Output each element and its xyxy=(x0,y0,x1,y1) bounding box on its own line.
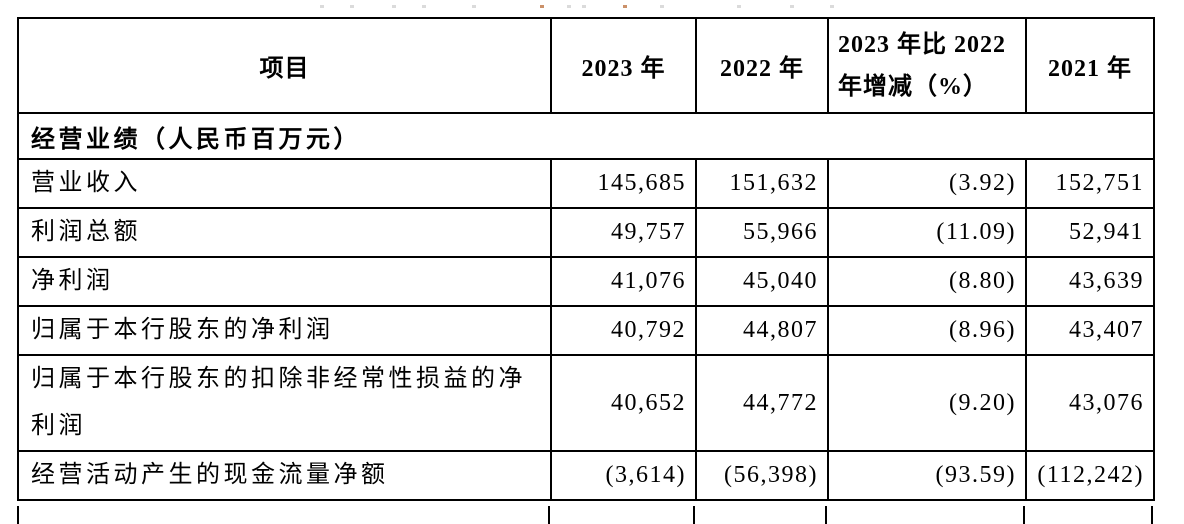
value-2023: (3,614) xyxy=(550,450,697,501)
artifact-speck xyxy=(567,5,571,8)
table-border-cutoff xyxy=(17,506,19,524)
value-2022: (56,398) xyxy=(695,450,829,501)
value-2021: (112,242) xyxy=(1025,450,1155,501)
artifact-speck xyxy=(623,5,627,8)
value-2022: 45,040 xyxy=(695,256,829,307)
artifact-speck xyxy=(540,5,544,8)
value-2023: 40,652 xyxy=(550,354,697,452)
column-header-2023: 2023 年 xyxy=(550,17,697,114)
value-2021: 43,407 xyxy=(1025,305,1155,356)
table-row: 归属于本行股东的净利润 40,792 44,807 (8.96) 43,407 xyxy=(17,305,1155,356)
table-border-cutoff xyxy=(1023,506,1025,524)
column-header-change-line1: 2023 年比 2022 xyxy=(838,31,1006,58)
artifact-speck xyxy=(472,5,476,8)
artifact-speck xyxy=(830,5,834,8)
row-label: 利润总额 xyxy=(17,207,552,258)
artifact-speck xyxy=(320,5,324,8)
value-2023: 41,076 xyxy=(550,256,697,307)
row-label: 净利润 xyxy=(17,256,552,307)
value-change: (8.96) xyxy=(827,305,1027,356)
value-2021: 52,941 xyxy=(1025,207,1155,258)
value-2021: 43,076 xyxy=(1025,354,1155,452)
value-2023: 40,792 xyxy=(550,305,697,356)
section-row: 经营业绩（人民币百万元） xyxy=(17,112,1155,160)
value-change: (3.92) xyxy=(827,158,1027,209)
value-change: (11.09) xyxy=(827,207,1027,258)
value-change: (93.59) xyxy=(827,450,1027,501)
table-border-cutoff xyxy=(548,506,550,524)
financial-summary-table: 项目 2023 年 2022 年 2023 年比 2022 年增减（%） 202… xyxy=(17,17,1155,501)
artifact-speck xyxy=(737,5,741,8)
table-row: 归属于本行股东的扣除非经常性损益的净利润 40,652 44,772 (9.20… xyxy=(17,354,1155,452)
value-change: (9.20) xyxy=(827,354,1027,452)
column-header-2022: 2022 年 xyxy=(695,17,829,114)
artifact-speck xyxy=(790,5,794,8)
row-label: 经营活动产生的现金流量净额 xyxy=(17,450,552,501)
artifact-speck xyxy=(660,5,664,8)
column-header-2021: 2021 年 xyxy=(1025,17,1155,114)
table-border-cutoff xyxy=(825,506,827,524)
column-header-change: 2023 年比 2022 年增减（%） xyxy=(827,17,1027,114)
value-2022: 44,807 xyxy=(695,305,829,356)
artifact-speck xyxy=(422,5,426,8)
table-row: 营业收入 145,685 151,632 (3.92) 152,751 xyxy=(17,158,1155,209)
row-label: 归属于本行股东的净利润 xyxy=(17,305,552,356)
row-label: 营业收入 xyxy=(17,158,552,209)
artifact-speck xyxy=(350,5,354,8)
table-row: 经营活动产生的现金流量净额 (3,614) (56,398) (93.59) (… xyxy=(17,450,1155,501)
value-change: (8.80) xyxy=(827,256,1027,307)
column-header-item: 项目 xyxy=(17,17,552,114)
value-2022: 55,966 xyxy=(695,207,829,258)
value-2022: 151,632 xyxy=(695,158,829,209)
value-2023: 49,757 xyxy=(550,207,697,258)
value-2022: 44,772 xyxy=(695,354,829,452)
table-row: 净利润 41,076 45,040 (8.80) 43,639 xyxy=(17,256,1155,307)
header-row: 项目 2023 年 2022 年 2023 年比 2022 年增减（%） 202… xyxy=(17,17,1155,114)
section-header: 经营业绩（人民币百万元） xyxy=(17,112,1155,160)
value-2023: 145,685 xyxy=(550,158,697,209)
column-header-change-line2: 年增减（%） xyxy=(838,73,988,100)
value-2021: 152,751 xyxy=(1025,158,1155,209)
table-row: 利润总额 49,757 55,966 (11.09) 52,941 xyxy=(17,207,1155,258)
row-label: 归属于本行股东的扣除非经常性损益的净利润 xyxy=(17,354,552,452)
value-2021: 43,639 xyxy=(1025,256,1155,307)
table-border-cutoff xyxy=(693,506,695,524)
table-border-cutoff xyxy=(1151,506,1153,524)
artifact-speck xyxy=(582,5,586,8)
artifact-speck xyxy=(392,5,396,8)
